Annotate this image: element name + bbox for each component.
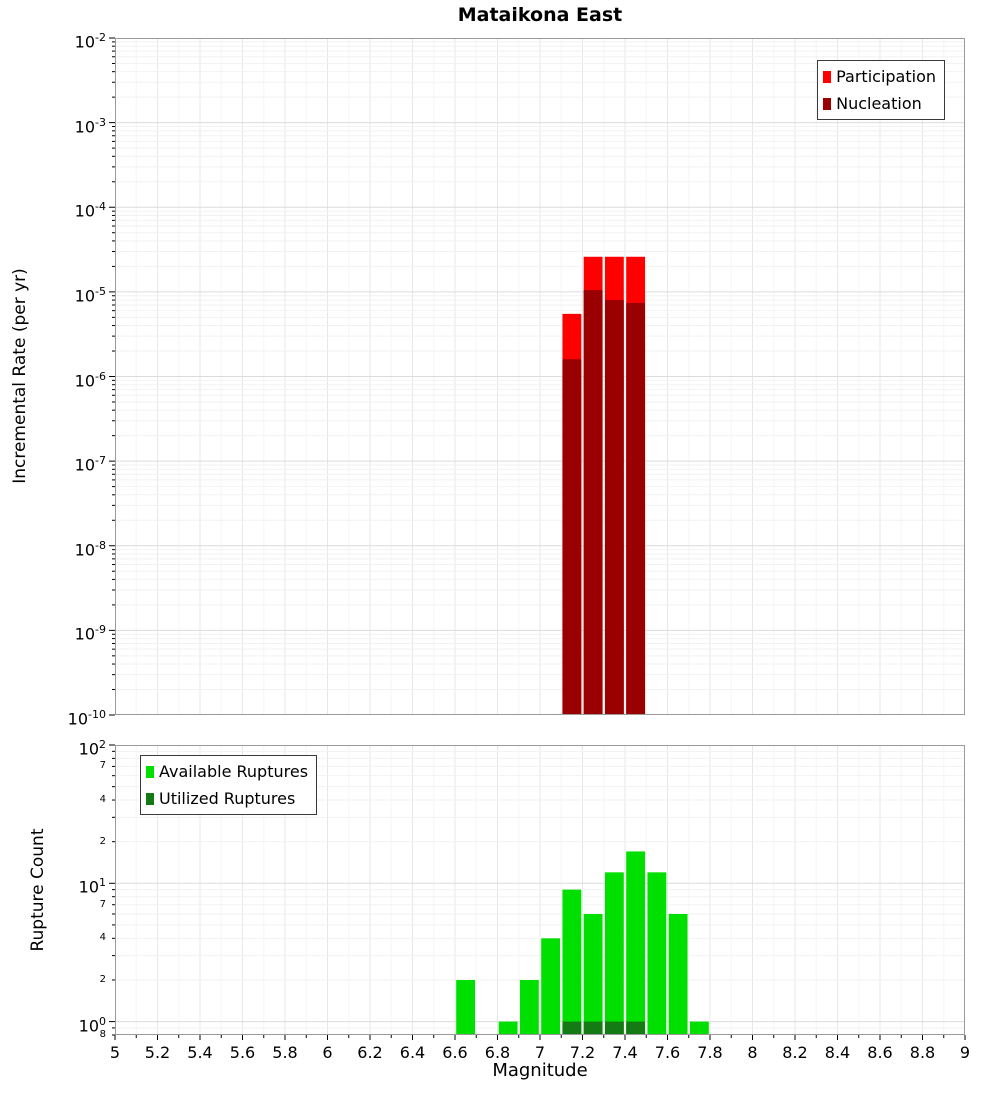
y-minor-tick-label: 4 [99,794,106,806]
rate-legend: Participation Nucleation [817,60,945,120]
x-tick-label: 6.2 [357,1043,383,1062]
y-tick-label: 10-2 [74,31,106,52]
x-tick-label: 5 [109,1043,121,1062]
x-tick-label: 6.6 [442,1043,468,1062]
rate-plot-canvas [109,37,965,716]
y-tick-label: 10-4 [74,200,106,221]
x-tick-label: 6.8 [484,1043,511,1062]
y-tick-label: 10-5 [74,284,106,306]
x-tick-label: 8.6 [867,1043,893,1062]
count-legend: Available Ruptures Utilized Ruptures [140,755,318,815]
y-tick-label: 100 [78,1014,106,1035]
legend-item-utilized-ruptures: Utilized Ruptures [146,785,308,812]
x-tick-label: 5.2 [144,1043,171,1062]
y-minor-tick-label: 2 [99,973,106,985]
utilized-ruptures-swatch [146,792,154,805]
legend-item-nucleation: Nucleation [823,90,936,117]
incremental-rate-plot: Participation Nucleation 10-2 10-3 10-4 10-… [68,31,965,728]
utilized-ruptures-bar [562,1021,582,1035]
x-tick-label: 8 [747,1043,758,1062]
available-ruptures-bar [668,913,688,1035]
available-ruptures-bar [626,851,646,1035]
y-minor-tick-label: 7 [99,898,106,910]
y-tick-label: 10-10 [67,708,106,729]
x-tick-label: 6.4 [399,1043,426,1062]
y-tick-label: 10-6 [74,369,106,390]
y-tick-label: 10-8 [74,538,106,560]
available-ruptures-bar [647,872,667,1035]
y-tick-label: 10-9 [74,623,106,644]
available-ruptures-bar [604,872,624,1035]
nucleation-bar [626,302,646,715]
x-tick-label: 7.2 [569,1043,596,1062]
available-ruptures-bar [519,979,539,1035]
nucleation-bar [562,359,582,715]
x-tick-label: 6 [322,1043,333,1062]
y-minor-tick-label: 7 [99,760,106,772]
nucleation-swatch [823,97,832,110]
x-axis-label-magnitude: Magnitude [492,1060,588,1081]
nucleation-bar [604,300,624,715]
y-minor-tick-label: 2 [99,835,106,847]
x-tick-label: 8.4 [824,1043,851,1062]
x-tick-label: 5.8 [272,1043,298,1062]
y-tick-label: 102 [78,738,106,759]
legend-item-available-ruptures: Available Ruptures [146,758,308,785]
available-ruptures-bar [583,913,603,1035]
available-ruptures-bar [562,889,582,1035]
available-ruptures-bar [689,1021,709,1035]
nucleation-bar [583,290,603,715]
available-ruptures-bar [498,1021,518,1035]
x-tick-label: 8.2 [782,1043,808,1062]
utilized-ruptures-bar [604,1021,624,1035]
count-plot-canvas [109,744,966,1040]
x-tick-label: 7.4 [612,1043,638,1062]
chart-title: Mataikona East [457,4,623,26]
y-axis-label-rupture-count: Rupture Count [28,828,48,952]
x-tick-label: 7.8 [697,1043,723,1062]
rupture-count-plot: Available Ruptures Utilized Ruptures 102… [79,738,970,1062]
x-tick-label: 7 [534,1043,546,1062]
x-tick-label: 5.4 [187,1043,213,1062]
x-tick-label: 7.6 [654,1043,681,1062]
utilized-ruptures-bar [583,1021,603,1035]
available-ruptures-bar [456,979,476,1035]
y-minor-tick-label: 4 [99,932,106,944]
legend-label-nucleation: Nucleation [836,94,922,113]
available-ruptures-bar [541,938,561,1035]
y-axis-label-incremental-rate: Incremental Rate (per yr) [10,268,30,484]
legend-label-available-ruptures: Available Ruptures [159,762,309,781]
legend-item-participation: Participation [823,63,936,90]
legend-label-utilized-ruptures: Utilized Ruptures [159,789,296,808]
utilized-ruptures-bar [626,1021,646,1035]
available-ruptures-swatch [146,765,154,778]
y-tick-label: 10-7 [74,454,106,475]
y-tick-label: 10-3 [74,115,106,136]
legend-label-participation: Participation [836,67,936,86]
x-tick-label: 5.6 [229,1043,256,1062]
x-tick-label: 8.8 [909,1043,936,1062]
x-tick-label: 9 [959,1043,971,1062]
y-minor-tick-label: 8 [99,1029,106,1040]
participation-swatch [823,70,832,83]
y-tick-label: 101 [78,876,106,897]
